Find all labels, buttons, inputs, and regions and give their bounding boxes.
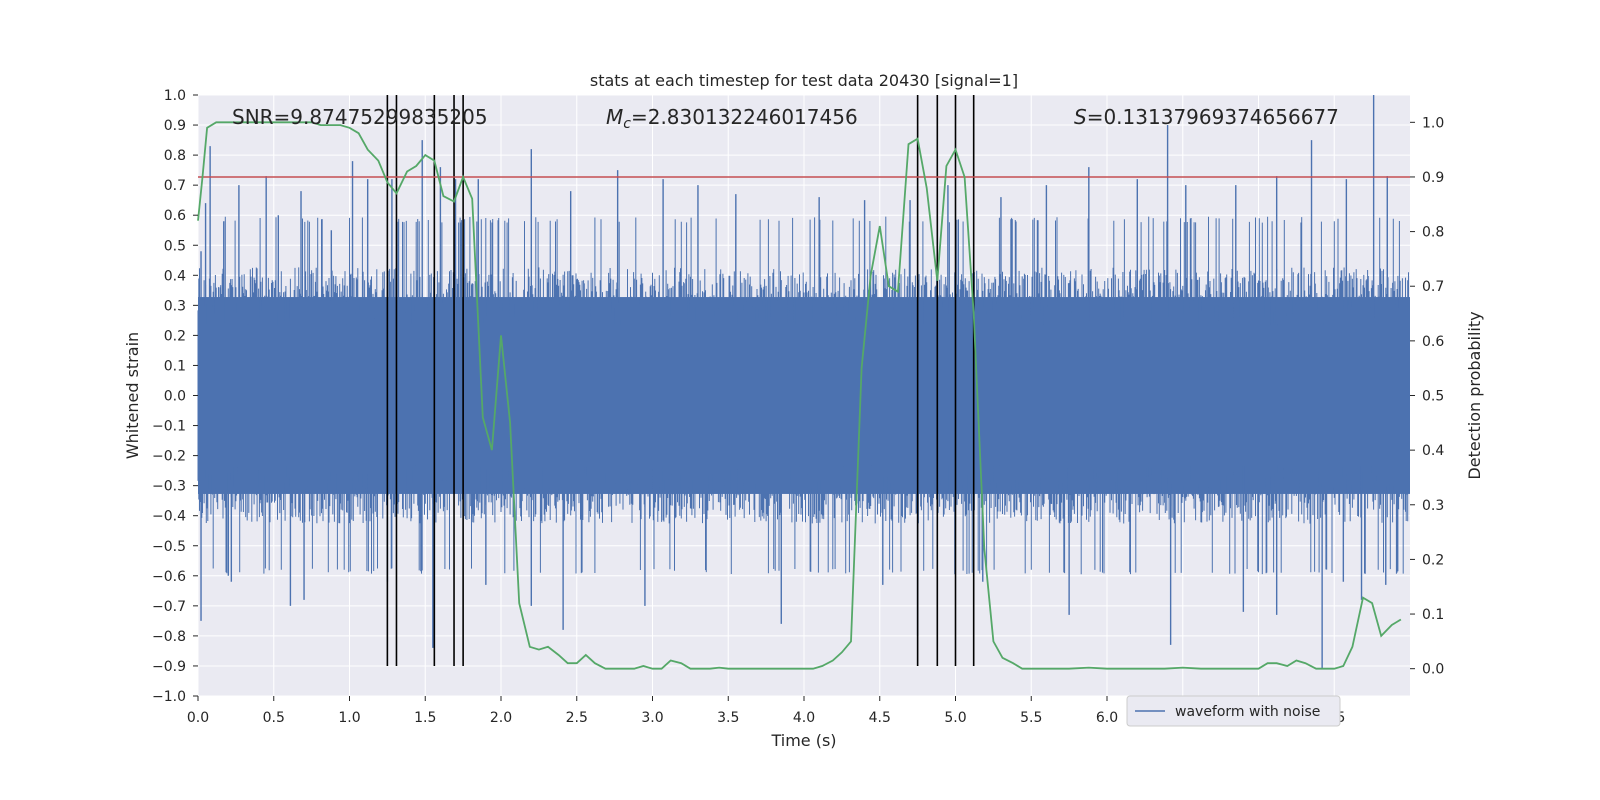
y-tick-label-left: 0.5 bbox=[164, 238, 186, 254]
x-tick-label: 4.5 bbox=[869, 710, 891, 726]
y-tick-label-left: 0.8 bbox=[164, 148, 186, 164]
y-tick-label-left: 1.0 bbox=[164, 88, 186, 104]
legend-label-waveform: waveform with noise bbox=[1175, 704, 1320, 720]
y-tick-label-left: −0.2 bbox=[152, 449, 186, 465]
y-tick-label-right: 0.4 bbox=[1422, 443, 1444, 459]
mc-symbol: M bbox=[606, 105, 623, 129]
s-value: =0.13137969374656677 bbox=[1087, 105, 1339, 129]
waveform-with-noise-series bbox=[197, 95, 1410, 669]
x-tick-label: 5.5 bbox=[1020, 710, 1042, 726]
y-tick-label-right: 0.0 bbox=[1422, 662, 1444, 678]
y-tick-label-left: 0.9 bbox=[164, 118, 186, 134]
y-tick-label-left: 0.7 bbox=[164, 178, 186, 194]
y-tick-label-right: 0.6 bbox=[1422, 334, 1444, 350]
mc-value: =2.830132246017456 bbox=[631, 105, 858, 129]
y-tick-label-right: 0.1 bbox=[1422, 607, 1444, 623]
y-tick-label-right: 0.3 bbox=[1422, 498, 1444, 514]
x-tick-label: 1.5 bbox=[414, 710, 436, 726]
y-tick-label-right: 0.8 bbox=[1422, 225, 1444, 241]
snr-annotation: SNR=9.87475299835205 bbox=[232, 105, 488, 129]
y-tick-label-left: −0.3 bbox=[152, 479, 186, 495]
detection-probability-series bbox=[197, 121, 1402, 670]
x-tick-label: 0.0 bbox=[187, 710, 209, 726]
x-tick-label: 3.0 bbox=[641, 710, 663, 726]
x-axis-label: Time (s) bbox=[770, 731, 836, 750]
s-symbol: S bbox=[1074, 105, 1087, 129]
y-tick-label-right: 0.2 bbox=[1422, 552, 1444, 568]
y-tick-label-left: −0.4 bbox=[152, 509, 186, 525]
mc-subscript: c bbox=[623, 116, 631, 132]
chirp-mass-annotation: Mc=2.830132246017456 bbox=[606, 105, 858, 132]
y-tick-label-left: −0.7 bbox=[152, 599, 186, 615]
y-tick-label-left: 0.2 bbox=[164, 328, 186, 344]
y-tick-label-left: −0.6 bbox=[152, 569, 186, 585]
y-tick-label-right: 1.0 bbox=[1422, 115, 1444, 131]
y-tick-label-left: 0.0 bbox=[164, 389, 186, 405]
x-tick-label: 5.0 bbox=[944, 710, 966, 726]
y-axis-label-left: Whitened strain bbox=[123, 332, 142, 459]
x-tick-label: 0.5 bbox=[263, 710, 285, 726]
y-tick-label-right: 0.9 bbox=[1422, 170, 1444, 186]
legend: waveform with noise bbox=[1126, 695, 1341, 727]
event-markers bbox=[386, 95, 975, 666]
y-tick-label-left: −0.1 bbox=[152, 419, 186, 435]
y-tick-label-left: 0.1 bbox=[164, 358, 186, 374]
x-tick-label: 2.0 bbox=[490, 710, 512, 726]
chart-title: stats at each timestep for test data 204… bbox=[590, 71, 1018, 90]
y-tick-label-left: −0.5 bbox=[152, 539, 186, 555]
y-tick-label-left: −0.9 bbox=[152, 659, 186, 675]
y-tick-label-left: 0.4 bbox=[164, 268, 186, 284]
y-axis-label-right: Detection probability bbox=[1465, 311, 1484, 479]
axes: 0.00.51.01.52.02.53.03.54.04.55.05.56.06… bbox=[152, 88, 1444, 726]
y-tick-label-left: 0.6 bbox=[164, 208, 186, 224]
y-tick-label-right: 0.5 bbox=[1422, 389, 1444, 405]
legend-box bbox=[1126, 695, 1341, 727]
s-annotation: S=0.13137969374656677 bbox=[1074, 105, 1339, 129]
x-tick-label: 2.5 bbox=[566, 710, 588, 726]
x-tick-label: 1.0 bbox=[338, 710, 360, 726]
y-tick-label-left: −1.0 bbox=[152, 689, 186, 705]
y-tick-label-left: −0.8 bbox=[152, 629, 186, 645]
y-tick-label-right: 0.7 bbox=[1422, 279, 1444, 295]
x-tick-label: 3.5 bbox=[717, 710, 739, 726]
y-tick-label-left: 0.3 bbox=[164, 298, 186, 314]
detection-probability-line bbox=[197, 121, 1402, 670]
x-tick-label: 6.0 bbox=[1096, 710, 1118, 726]
x-tick-label: 4.0 bbox=[793, 710, 815, 726]
